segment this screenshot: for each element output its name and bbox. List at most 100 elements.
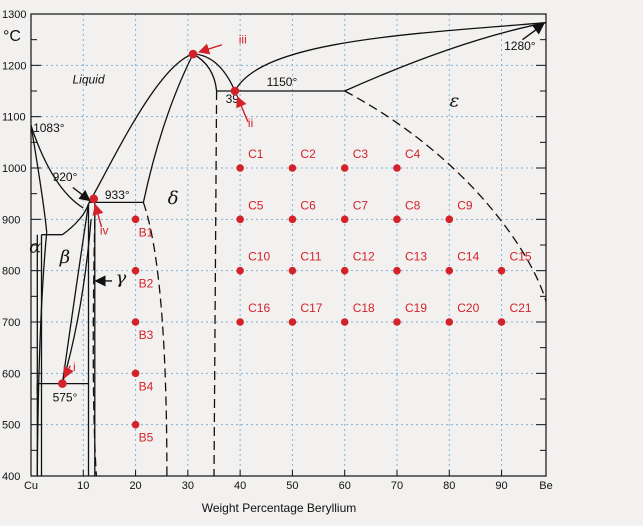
sample-point-B3 <box>131 318 140 326</box>
sample-point-C20 <box>445 318 454 326</box>
beta-boundary-lower <box>61 203 90 384</box>
sample-label-B4: B4 <box>139 379 154 393</box>
x-tick-label: 20 <box>129 480 141 492</box>
composition-39: 39 <box>226 92 240 106</box>
sample-label-C9: C9 <box>457 198 473 212</box>
arrow-920 <box>72 186 91 202</box>
temp-920: 920° <box>53 170 78 184</box>
delta-right-dashed <box>213 90 218 477</box>
delta-upper-right <box>192 53 218 92</box>
special-point-ii <box>230 86 240 96</box>
x-tick-label: 60 <box>339 480 351 492</box>
sample-label-C11: C11 <box>300 250 321 264</box>
beta-boundary-right <box>61 219 92 384</box>
x-axis-title: Weight Percentage Beryllium <box>202 501 357 515</box>
sample-point-C13 <box>393 266 401 275</box>
sample-point-C21 <box>497 318 506 326</box>
delta-upper-left <box>142 53 194 203</box>
liquidus-cu-to-920 <box>30 125 84 209</box>
special-point-label-ii: ii <box>248 116 253 130</box>
gamma-right-dashed <box>92 219 98 477</box>
temp-1280: 1280° <box>504 39 536 53</box>
sample-label-C13: C13 <box>405 250 427 264</box>
sample-label-C7: C7 <box>353 198 369 212</box>
special-point-iii <box>188 49 198 59</box>
x-tick-label: 70 <box>391 480 403 492</box>
epsilon-solidus <box>344 22 547 92</box>
sample-point-B5 <box>131 420 140 429</box>
arrow-point-iii <box>198 43 223 55</box>
label-delta: δ <box>168 188 179 209</box>
sample-label-C18: C18 <box>353 301 375 315</box>
label-liquid: Liquid <box>72 72 104 86</box>
sample-label-C8: C8 <box>405 198 421 212</box>
x-tick-label: Cu <box>24 480 38 492</box>
sample-label-C4: C4 <box>405 147 421 161</box>
tick-labels: 400 500 600 700 800 900 1000 1100 1200 1300 Cu 10 20… <box>2 9 553 492</box>
annotation-arrows <box>63 23 545 379</box>
sample-point-C15 <box>497 266 506 275</box>
x-tick-label: 30 <box>182 480 194 492</box>
sample-point-C16 <box>236 318 244 326</box>
sample-label-C12: C12 <box>353 250 375 264</box>
sample-label-C3: C3 <box>353 147 369 161</box>
sample-point-C9 <box>445 215 454 224</box>
sample-label-B2: B2 <box>139 277 154 291</box>
label-epsilon: ε <box>450 90 460 111</box>
sample-point-C7 <box>340 215 349 224</box>
y-tick-label: 1000 <box>2 163 26 175</box>
y-tick-label: 500 <box>2 420 20 432</box>
x-tick-label: 80 <box>443 480 455 492</box>
temp-1150: 1150° <box>267 75 298 89</box>
liquidus-rise-to-peak <box>87 53 194 205</box>
liquidus-peak-to-39 <box>193 53 236 92</box>
sample-point-C18 <box>340 318 349 326</box>
arrow-point-i <box>63 365 74 379</box>
y-tick-label: 1200 <box>2 60 26 72</box>
sample-label-C2: C2 <box>300 147 316 161</box>
sample-label-C15: C15 <box>510 250 532 264</box>
epsilon-solvus-dashed <box>344 90 547 302</box>
special-point-i <box>58 379 67 388</box>
sample-label-C10: C10 <box>248 250 270 264</box>
special-point-iv <box>89 194 99 204</box>
sample-point-B1 <box>131 215 140 224</box>
arrow-point-ii <box>236 95 249 123</box>
sample-point-C2 <box>288 164 297 172</box>
sample-label-C6: C6 <box>300 198 316 212</box>
tick-marks <box>31 13 546 477</box>
sample-point-C6 <box>288 215 297 224</box>
sample-label-C20: C20 <box>457 301 479 315</box>
label-beta: β <box>59 247 70 268</box>
special-point-label-iv: iv <box>100 224 109 238</box>
sample-label-C16: C16 <box>248 301 270 315</box>
y-axis-unit: °C <box>3 28 21 45</box>
sample-label-C1: C1 <box>248 147 264 161</box>
sample-point-C1 <box>236 164 244 172</box>
sample-label-C14: C14 <box>457 250 479 264</box>
sample-point-C10 <box>236 266 244 275</box>
special-point-label-i: i <box>73 360 76 374</box>
delta-left-dashed <box>142 202 168 477</box>
temp-933: 933° <box>105 188 130 202</box>
arrow-1280 <box>522 23 545 41</box>
sample-point-C17 <box>288 318 297 326</box>
sample-label-B5: B5 <box>139 431 154 445</box>
y-tick-label: 1300 <box>2 9 26 21</box>
sample-label-C5: C5 <box>248 198 264 212</box>
sample-point-C4 <box>393 164 401 172</box>
solidus-alpha <box>30 125 48 233</box>
sample-point-C5 <box>236 215 244 224</box>
x-tick-label: 40 <box>234 480 246 492</box>
sample-point-B2 <box>131 266 140 275</box>
sample-label-C17: C17 <box>300 301 322 315</box>
special-point-label-iii: iii <box>239 32 247 46</box>
label-alpha: α <box>29 237 41 258</box>
x-tick-label: 50 <box>286 480 298 492</box>
sample-label-B1: B1 <box>139 225 154 239</box>
x-tick-label: 90 <box>495 480 507 492</box>
label-gamma: γ <box>116 268 127 289</box>
temperature-labels: 1083° 920° 933° 575° 1150° 1280° 39 <box>33 39 536 405</box>
y-tick-label: 400 <box>2 471 20 483</box>
